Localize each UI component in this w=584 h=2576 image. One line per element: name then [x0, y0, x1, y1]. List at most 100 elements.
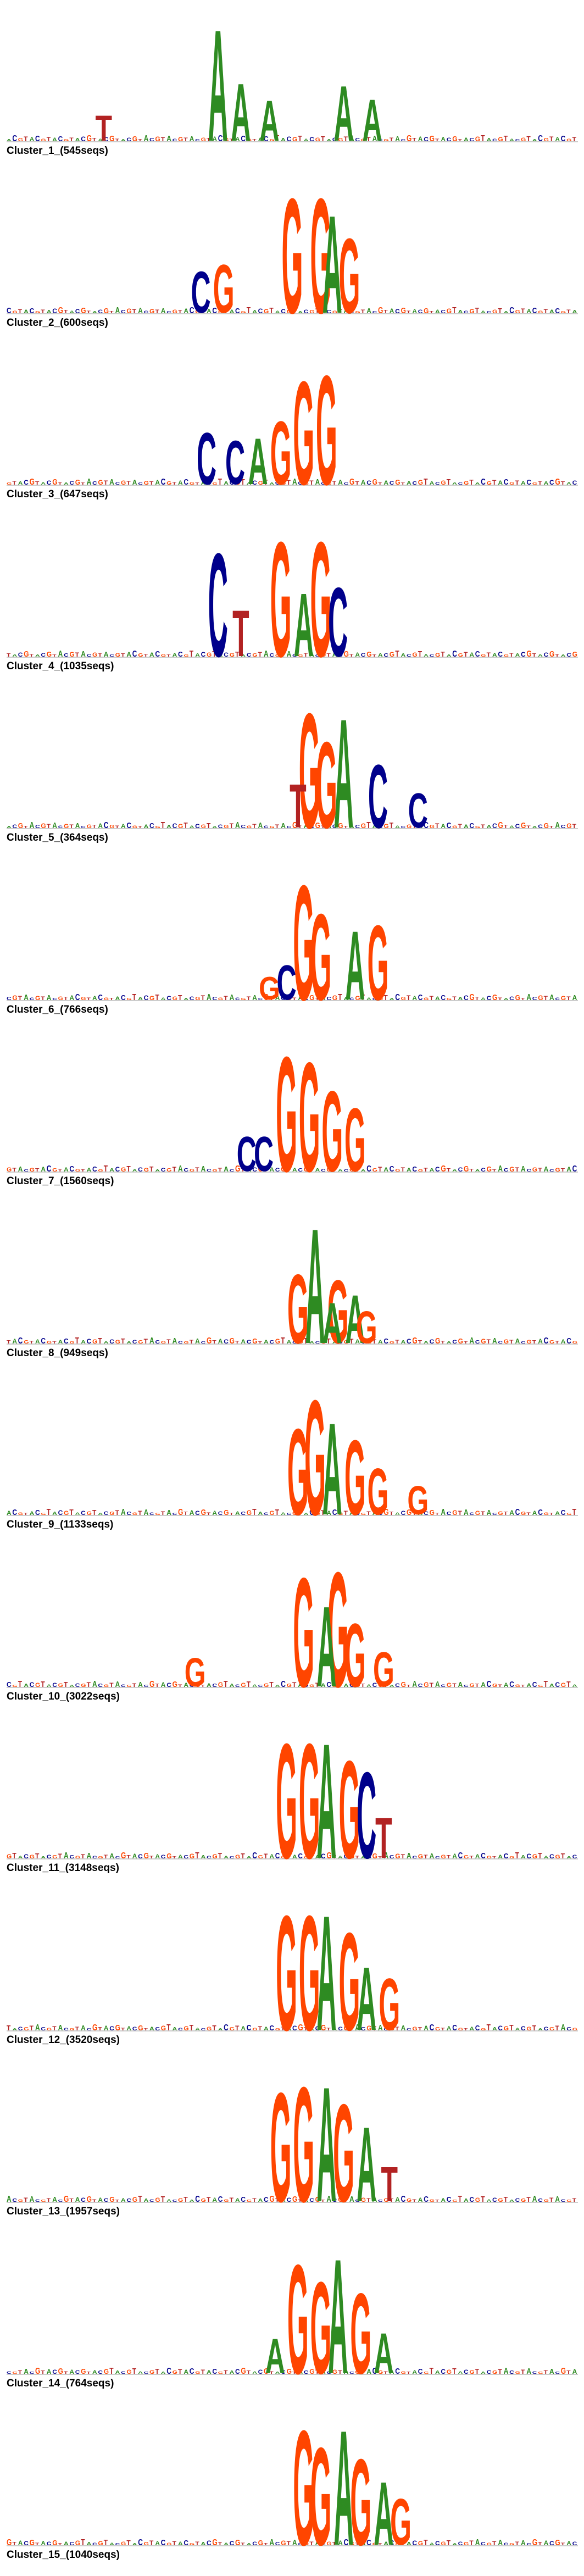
background-letter: G: [41, 138, 46, 143]
background-letter: T: [52, 654, 57, 657]
background-letter: A: [287, 649, 292, 658]
background-letter: T: [87, 2371, 91, 2374]
background-letter: A: [566, 1165, 571, 1173]
background-letter: A: [47, 2368, 52, 2375]
background-letter: C: [207, 1169, 212, 1173]
background-letter: A: [104, 1341, 109, 1345]
background-letter: G: [18, 821, 23, 830]
background-letter: A: [447, 1341, 452, 1344]
background-letter: T: [18, 996, 22, 1002]
background-letter: G: [30, 1854, 35, 1859]
background-letter: T: [481, 2195, 485, 2203]
background-letter: A: [566, 482, 571, 486]
background-letter: T: [161, 1511, 165, 1516]
background-letter: G: [298, 1339, 303, 1345]
background-letter: T: [24, 825, 28, 829]
background-letter: C: [269, 653, 274, 658]
background-letter: T: [275, 824, 280, 829]
background-letter: T: [509, 2023, 514, 2032]
background-letter: T: [195, 2541, 199, 2546]
background-letter: G: [81, 2367, 86, 2375]
background-letter: A: [264, 1339, 269, 1345]
background-letter: C: [292, 2024, 297, 2032]
background-letter: G: [52, 1855, 57, 1860]
background-letter: C: [549, 479, 554, 486]
background-letter: G: [98, 479, 103, 486]
background-letter: A: [458, 310, 463, 315]
background-letter: G: [315, 2195, 320, 2203]
background-letter: G: [144, 480, 149, 486]
background-letter: G: [35, 310, 40, 314]
background-letter: C: [98, 1684, 103, 1689]
background-letter: T: [212, 1340, 216, 1345]
background-letter: G: [521, 821, 526, 830]
background-letter: G: [12, 310, 17, 315]
background-letter: A: [321, 2367, 326, 2375]
background-letter: A: [149, 2026, 154, 2031]
background-letter: G: [349, 1851, 354, 1860]
background-letter: C: [572, 1163, 577, 1173]
background-letter: G: [395, 2542, 400, 2546]
background-letter: C: [561, 1508, 566, 1517]
background-letter: G: [149, 2369, 154, 2375]
background-letter: C: [7, 2371, 12, 2375]
background-letter: A: [173, 652, 177, 658]
background-letter: T: [464, 651, 468, 658]
background-letter: G: [264, 309, 269, 315]
background-letter: T: [247, 1680, 251, 1689]
background-letter: C: [281, 1679, 286, 1689]
logo-letter-A: A: [316, 1583, 336, 1712]
background-letter: A: [412, 996, 417, 1002]
background-letter: C: [332, 137, 337, 142]
background-letter: T: [561, 1852, 565, 1860]
cluster-label: Cluster_6_(766seqs): [7, 1004, 108, 1015]
background-letter: C: [212, 997, 217, 1002]
background-letter: A: [418, 825, 423, 829]
background-letter: T: [298, 2199, 302, 2203]
background-letter: G: [521, 2199, 526, 2203]
background-letter: C: [481, 476, 486, 486]
background-letter: T: [190, 2023, 194, 2032]
background-letter: T: [378, 2542, 382, 2546]
background-letter: G: [458, 2028, 463, 2032]
background-letter: C: [18, 1335, 23, 1345]
background-letter: G: [509, 2542, 514, 2546]
background-letter: T: [412, 138, 416, 143]
background-letter: G: [41, 2199, 46, 2202]
background-letter: A: [298, 996, 303, 1002]
background-letter: A: [35, 654, 40, 657]
background-letter: G: [207, 2026, 212, 2031]
cluster-label: Cluster_4_(1035seqs): [7, 660, 114, 672]
background-letter: A: [555, 2195, 560, 2203]
background-letter: G: [452, 135, 457, 143]
background-letter: C: [252, 2541, 257, 2546]
background-letter: G: [492, 993, 497, 1002]
background-letter: C: [98, 2370, 103, 2375]
background-letter: T: [532, 653, 537, 658]
background-letter: T: [269, 1680, 274, 1689]
background-letter: A: [315, 2539, 320, 2547]
background-letter: T: [178, 310, 182, 315]
background-letter: G: [201, 137, 206, 142]
background-letter: T: [561, 2542, 565, 2547]
background-letter: A: [395, 135, 400, 143]
cluster-label: Cluster_2_(600seqs): [7, 317, 108, 329]
background-letter: G: [412, 652, 418, 658]
background-letter: G: [418, 1169, 423, 1172]
background-letter: G: [475, 2197, 481, 2203]
background-letter: A: [321, 1683, 326, 1688]
background-letter: A: [195, 2028, 200, 2032]
background-letter: T: [183, 2195, 188, 2203]
background-letter: A: [481, 310, 486, 315]
logo-letter-G: G: [185, 1650, 206, 1695]
background-letter: T: [544, 309, 548, 315]
logo-letter-G: G: [270, 508, 292, 691]
background-letter: A: [132, 2542, 137, 2546]
background-letter: A: [492, 1336, 497, 1345]
background-letter: A: [252, 310, 257, 315]
background-letter: C: [532, 306, 537, 315]
background-letter: A: [241, 654, 246, 657]
background-letter: T: [98, 1336, 102, 1345]
background-letter: A: [81, 1340, 86, 1345]
background-letter: C: [344, 2537, 349, 2547]
